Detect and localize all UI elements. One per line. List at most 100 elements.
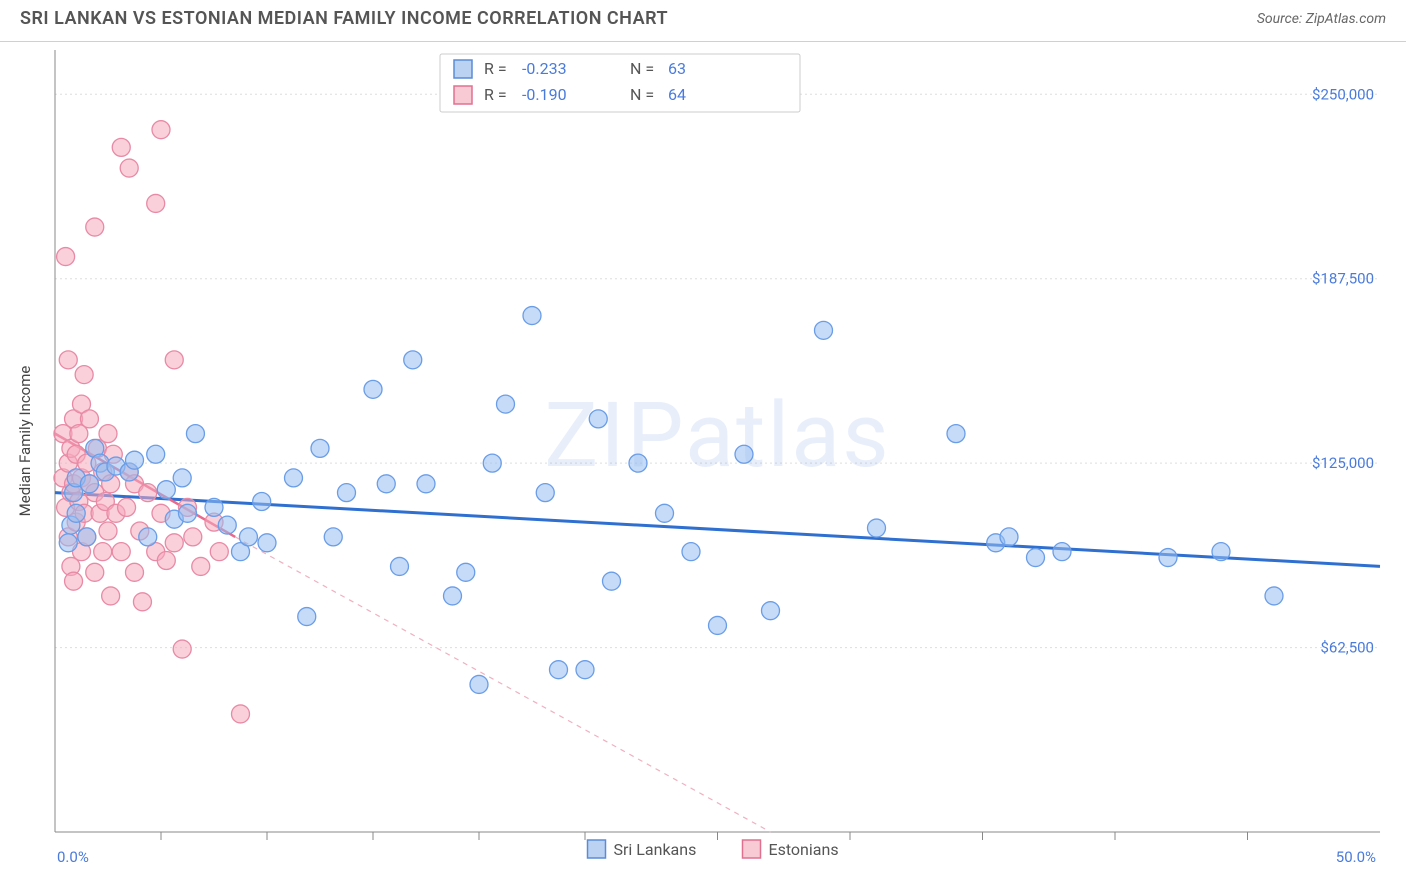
data-point [59,351,77,369]
data-point [133,593,151,611]
data-point [192,557,210,575]
data-point [682,543,700,561]
data-point [1027,549,1045,567]
legend-n-label: N = [630,85,654,104]
data-point [186,425,204,443]
data-point [762,602,780,620]
data-point [99,425,117,443]
chart-title: SRI LANKAN VS ESTONIAN MEDIAN FAMILY INC… [20,8,668,29]
data-point [444,587,462,605]
data-point [483,454,501,472]
data-point [126,451,144,469]
data-point [157,481,175,499]
data-point [1000,528,1018,546]
data-point [391,557,409,575]
y-tick-label: $125,000 [1312,454,1374,472]
legend-n-value: 64 [668,85,686,104]
data-point [75,366,93,384]
data-point [147,445,165,463]
data-point [184,528,202,546]
data-point [656,504,674,522]
data-point [139,484,157,502]
data-point [205,498,223,516]
chart-source: Source: ZipAtlas.com [1257,11,1386,27]
data-point [258,534,276,552]
y-axis-label: Median Family Income [16,366,34,517]
x-tick-label: 50.0% [1336,848,1376,866]
data-point [165,534,183,552]
legend-swatch [743,840,761,858]
y-tick-label: $187,500 [1312,270,1374,288]
chart-header: SRI LANKAN VS ESTONIAN MEDIAN FAMILY INC… [0,0,1406,42]
data-point [417,475,435,493]
legend-r-label: R = [484,85,507,104]
data-point [173,469,191,487]
legend-swatch [588,840,606,858]
legend-r-value: -0.233 [522,59,567,78]
data-point [589,410,607,428]
x-tick-label: 0.0% [57,848,89,866]
data-point [311,439,329,457]
data-point [470,675,488,693]
data-point [338,484,356,502]
regression-line-ext [235,537,770,832]
data-point [65,572,83,590]
data-point [218,516,236,534]
data-point [603,572,621,590]
data-point [152,121,170,139]
data-point [80,410,98,428]
data-point [118,498,136,516]
data-point [78,528,96,546]
data-point [709,616,727,634]
data-point [285,469,303,487]
data-point [457,563,475,581]
y-tick-label: $250,000 [1312,85,1374,103]
data-point [815,321,833,339]
data-point [165,351,183,369]
y-tick-label: $62,500 [1320,639,1374,657]
legend-r-value: -0.190 [522,85,567,104]
data-point [67,504,85,522]
legend-series-label: Estonians [769,840,839,859]
data-point [102,587,120,605]
data-point [80,475,98,493]
data-point [57,248,75,266]
data-point [364,380,382,398]
legend-r-label: R = [484,59,507,78]
legend-n-value: 63 [668,59,686,78]
data-point [112,543,130,561]
data-point [94,543,112,561]
data-point [324,528,342,546]
legend-swatch [454,60,472,78]
data-point [735,445,753,463]
data-point [253,492,271,510]
data-point [576,661,594,679]
data-point [86,218,104,236]
legend-swatch [454,86,472,104]
data-point [239,528,257,546]
data-point [157,552,175,570]
data-point [86,563,104,581]
data-point [497,395,515,413]
data-point [126,563,144,581]
data-point [120,159,138,177]
data-point [59,534,77,552]
data-point [298,608,316,626]
data-point [536,484,554,502]
chart-area: ZIPatlas$62,500$125,000$187,500$250,000M… [0,42,1406,890]
data-point [550,661,568,679]
legend-series-label: Sri Lankans [614,840,697,859]
data-point [1212,543,1230,561]
data-point [947,425,965,443]
data-point [210,543,228,561]
data-point [629,454,647,472]
data-point [173,640,191,658]
data-point [112,138,130,156]
legend-n-label: N = [630,59,654,78]
data-point [868,519,886,537]
data-point [99,522,117,540]
data-point [1159,549,1177,567]
data-point [147,194,165,212]
data-point [1265,587,1283,605]
chart-container: SRI LANKAN VS ESTONIAN MEDIAN FAMILY INC… [0,0,1406,892]
